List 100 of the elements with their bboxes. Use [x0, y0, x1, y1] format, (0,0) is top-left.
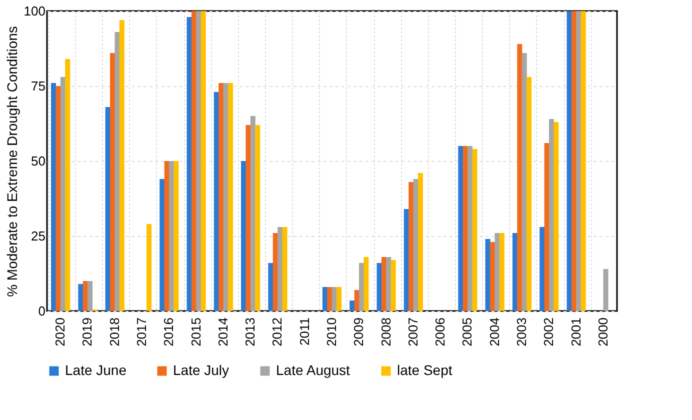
bar [186, 17, 192, 311]
bar [580, 11, 586, 311]
bar [576, 11, 582, 311]
bar [350, 300, 355, 311]
x-tick-label: 2018 [106, 318, 122, 346]
bar [526, 77, 532, 311]
x-tick-label: 2011 [296, 318, 312, 346]
bar [110, 53, 116, 311]
y-tick-label: 0 [38, 304, 46, 318]
bar [241, 161, 246, 311]
bar [168, 161, 174, 311]
bar [191, 11, 196, 311]
bar [278, 227, 283, 311]
bar [336, 287, 342, 311]
x-tick-label: 2006 [432, 318, 448, 346]
x-tick-label: 2020 [52, 318, 68, 346]
bar [282, 227, 288, 311]
bar [56, 86, 61, 311]
legend-label: Late June [65, 362, 127, 378]
bar [408, 182, 414, 311]
bar [65, 59, 70, 311]
bar [522, 53, 527, 311]
x-tick-label: 2009 [351, 318, 366, 346]
x-tick-label: 2014 [215, 318, 230, 346]
x-tick-label: 2017 [134, 318, 149, 346]
bar [51, 83, 56, 311]
bar [196, 11, 202, 311]
bar [512, 233, 518, 311]
bar [376, 263, 382, 311]
bar [146, 224, 152, 311]
bar [60, 77, 66, 311]
bar [490, 242, 496, 311]
bar [390, 260, 396, 311]
bar [485, 239, 490, 311]
bar [255, 125, 260, 311]
y-tick-label: 75 [31, 78, 46, 94]
y-tick-label: 50 [31, 154, 46, 168]
x-tick-label: 2019 [80, 318, 95, 346]
bar [566, 11, 572, 311]
x-tick-label: 2004 [486, 318, 502, 346]
x-tick-label: 2012 [270, 318, 285, 346]
bar [88, 281, 93, 311]
bar [571, 11, 576, 311]
bar [548, 119, 554, 311]
x-tick-label: 2005 [460, 318, 475, 346]
bar [160, 179, 165, 311]
y-tick-label: 100 [24, 4, 46, 18]
x-tick-label: 2002 [541, 318, 556, 346]
bar [354, 290, 360, 311]
bar [413, 179, 418, 311]
bar [218, 83, 224, 311]
bar [214, 92, 219, 311]
bar [82, 281, 88, 311]
bar [114, 32, 120, 311]
bar [544, 143, 550, 311]
bar [223, 83, 228, 311]
bar [119, 20, 124, 311]
bar [462, 146, 468, 311]
bar [364, 257, 369, 311]
x-tick-label: 2013 [242, 318, 258, 346]
bar [327, 287, 332, 311]
bar [554, 122, 559, 311]
bar [268, 263, 274, 311]
bar [458, 146, 464, 311]
bar [332, 287, 337, 311]
bar [78, 284, 84, 311]
bar [517, 44, 522, 311]
x-tick-label: 2015 [188, 318, 204, 346]
bar [381, 257, 386, 311]
bar [164, 161, 170, 311]
bar [468, 146, 473, 311]
legend-label: Late July [173, 362, 230, 378]
bar [603, 269, 608, 311]
bar [386, 257, 392, 311]
bar [250, 116, 256, 311]
x-tick-label: 2003 [514, 318, 529, 346]
bar [358, 263, 364, 311]
y-tick-label: 25 [31, 228, 46, 244]
bar [246, 125, 251, 311]
bar [200, 11, 206, 311]
y-axis-title: % Moderate to Extreme Drought Conditions [4, 26, 20, 297]
x-tick-label: 2000 [595, 318, 610, 346]
bar [472, 149, 478, 311]
bar [404, 209, 409, 311]
legend-label: late Sept [397, 362, 452, 378]
bar [418, 173, 423, 311]
bar [322, 287, 328, 311]
legend-label: Late August [276, 362, 350, 378]
bar [272, 233, 278, 311]
x-tick-label: 2008 [378, 318, 394, 346]
bar [540, 227, 545, 311]
x-tick-label: 2016 [161, 318, 176, 346]
bar [174, 161, 179, 311]
x-tick-label: 2001 [568, 318, 584, 346]
bar [105, 107, 110, 311]
bar [494, 233, 500, 311]
bar [228, 83, 233, 311]
x-tick-label: 2010 [324, 318, 339, 346]
x-tick-label: 2007 [405, 318, 420, 346]
bar [499, 233, 504, 311]
